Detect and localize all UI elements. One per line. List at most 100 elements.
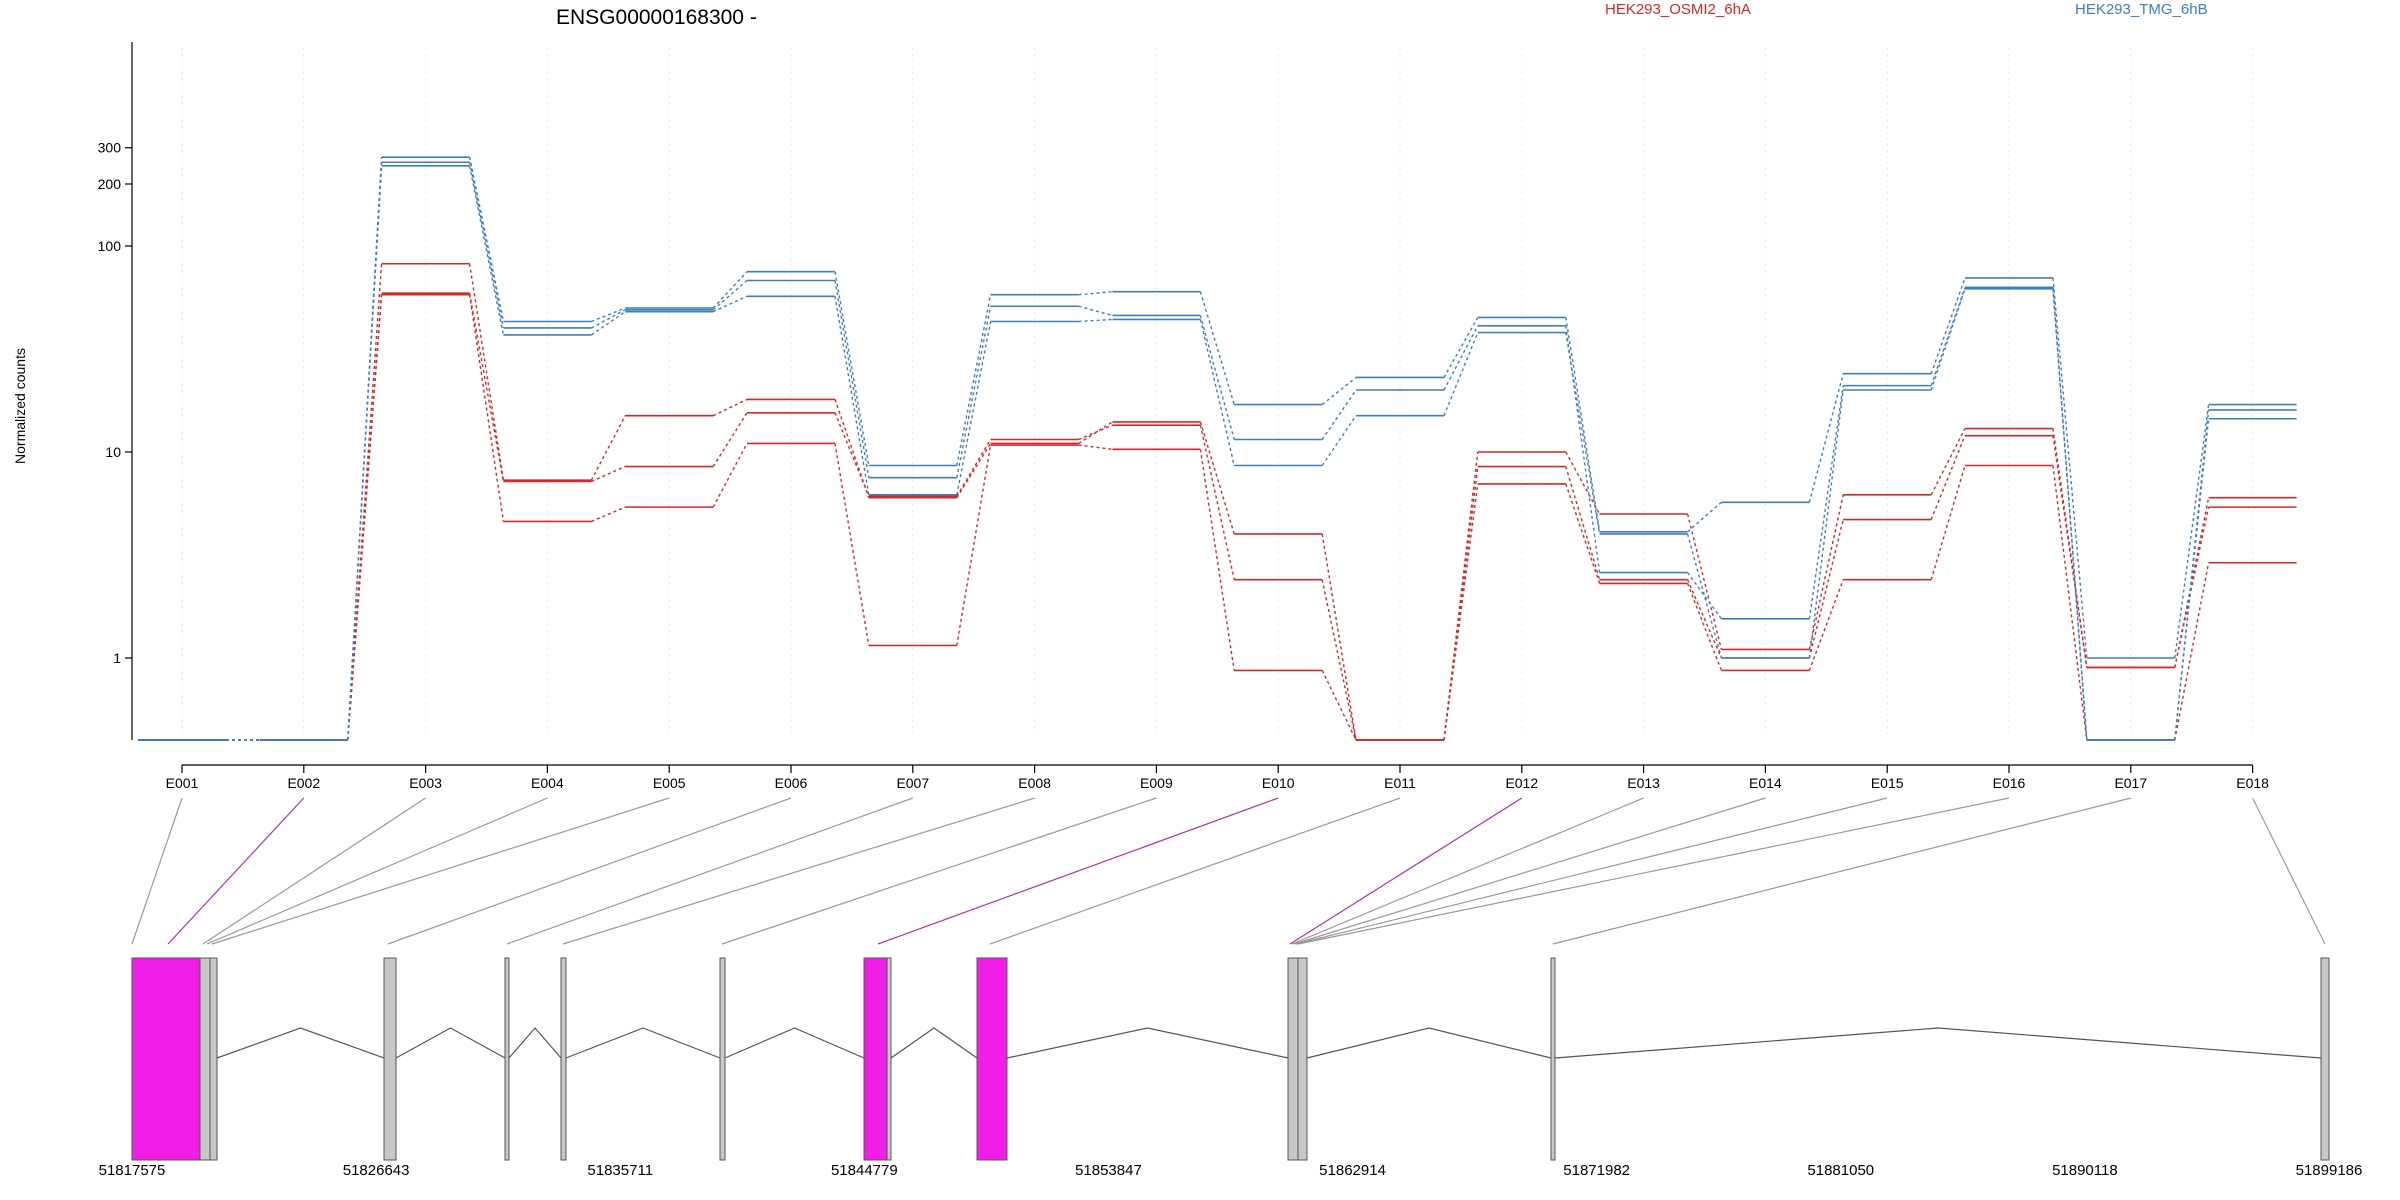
exon-block	[383, 957, 397, 1161]
series-3	[138, 293, 2297, 741]
series-connector	[468, 263, 505, 481]
series-2	[138, 292, 2297, 741]
series-connector	[1930, 428, 1966, 496]
intron-line	[508, 1027, 562, 1059]
series-connector	[590, 415, 626, 481]
series-connector	[591, 309, 626, 329]
intron-line	[724, 1027, 865, 1059]
y-tick-label: 10	[105, 444, 121, 460]
genome-tick-label: 51826643	[343, 1162, 410, 1179]
series-connector	[1808, 519, 1844, 659]
exon-connector	[202, 797, 426, 945]
series-connector	[347, 157, 383, 741]
series-4	[138, 156, 2297, 741]
series-connector	[712, 398, 748, 417]
series-connector	[956, 439, 992, 497]
legend-entry-osmi2: HEK293_OSMI2_6hA	[1605, 1, 1751, 18]
x-tick-label-e018: E018	[2236, 775, 2269, 791]
series-connector	[1078, 291, 1113, 296]
genome-tick-label: 51853847	[1075, 1162, 1142, 1179]
series-connector	[1078, 424, 1113, 441]
x-tick-label-e016: E016	[1993, 775, 2026, 791]
genome-tick-label: 51817575	[99, 1162, 166, 1179]
exon-connector	[131, 797, 183, 945]
series-connector	[712, 443, 748, 508]
series-connector	[834, 271, 870, 466]
series-connector	[468, 165, 505, 336]
series-connector	[1199, 319, 1235, 466]
series-connector	[591, 506, 626, 523]
intron-line	[1006, 1027, 1289, 1059]
series-connector	[468, 293, 505, 482]
exon-connector-layer	[131, 797, 2326, 945]
x-tick-label-e014: E014	[1749, 775, 1782, 791]
exon-connector	[206, 797, 548, 945]
series-connector	[1321, 415, 1357, 466]
y-tick-label: 200	[98, 176, 122, 192]
x-tick-label-e004: E004	[531, 775, 564, 791]
series-connector	[1443, 332, 1479, 416]
series-connector	[834, 412, 870, 497]
x-tick-label-e003: E003	[409, 775, 442, 791]
x-tick-label-e001: E001	[166, 775, 199, 791]
gene-model-track	[131, 957, 2330, 1161]
series-connector	[1687, 501, 1722, 533]
exon-connector	[1297, 797, 2010, 945]
series-connector	[2052, 465, 2088, 741]
exon-connector	[1552, 797, 2131, 945]
x-tick-label-e015: E015	[1871, 775, 1904, 791]
exon-block	[209, 957, 218, 1161]
series-connector	[1199, 425, 1235, 580]
series-connector	[591, 311, 626, 336]
series-connector	[347, 294, 383, 741]
genome-tick-label: 51844779	[831, 1162, 898, 1179]
exon-block	[1297, 957, 1308, 1161]
x-tick-label-e008: E008	[1018, 775, 1051, 791]
series-connector	[1930, 465, 1966, 580]
series-connector	[2052, 428, 2088, 668]
intron-line	[1554, 1027, 2322, 1059]
series-connector	[2052, 287, 2088, 741]
y-tick-label: 1	[113, 650, 121, 666]
grid-layer	[181, 48, 2254, 738]
exon-block	[560, 957, 567, 1161]
series-connector	[1565, 317, 1601, 532]
series-connector	[347, 263, 383, 741]
exon-block	[1287, 957, 1299, 1161]
exon-connector	[1289, 797, 1523, 945]
series-connector	[2174, 562, 2210, 741]
series-connector	[1443, 483, 1479, 741]
series-connector	[1808, 385, 1844, 619]
x-tick-label-e005: E005	[653, 775, 686, 791]
series-layer	[138, 156, 2297, 741]
series-connector	[1321, 670, 1357, 741]
series-connector	[956, 443, 992, 499]
exon-connector	[1291, 797, 1644, 945]
series-connector	[1321, 533, 1357, 741]
exon-connector	[387, 797, 792, 945]
exon-connector	[562, 797, 1035, 945]
series-connector	[1078, 305, 1113, 317]
series-5	[138, 161, 2297, 741]
exon-connector	[721, 797, 1157, 945]
x-tick-label-e011: E011	[1384, 775, 1416, 791]
genome-tick-label: 51899186	[2296, 1162, 2363, 1179]
series-connector	[956, 306, 992, 478]
series-connector	[712, 412, 748, 467]
series-connector	[1443, 466, 1479, 741]
exon-connector	[211, 797, 670, 945]
series-connector	[1808, 579, 1844, 671]
genome-axis: 51817575 51826643 51835711 51844779 51853847…	[99, 1162, 2363, 1179]
series-connector	[956, 444, 992, 646]
legend-entry-tmg: HEK293_TMG_6hB	[2075, 1, 2208, 18]
series-connector	[712, 295, 748, 313]
series-connector	[1321, 579, 1357, 741]
series-connector	[1078, 318, 1113, 323]
series-connector	[2174, 418, 2210, 741]
series-connector	[2052, 288, 2088, 741]
exon-block	[719, 957, 726, 1161]
exon-connector	[1293, 797, 1766, 945]
intron-line	[565, 1027, 721, 1059]
